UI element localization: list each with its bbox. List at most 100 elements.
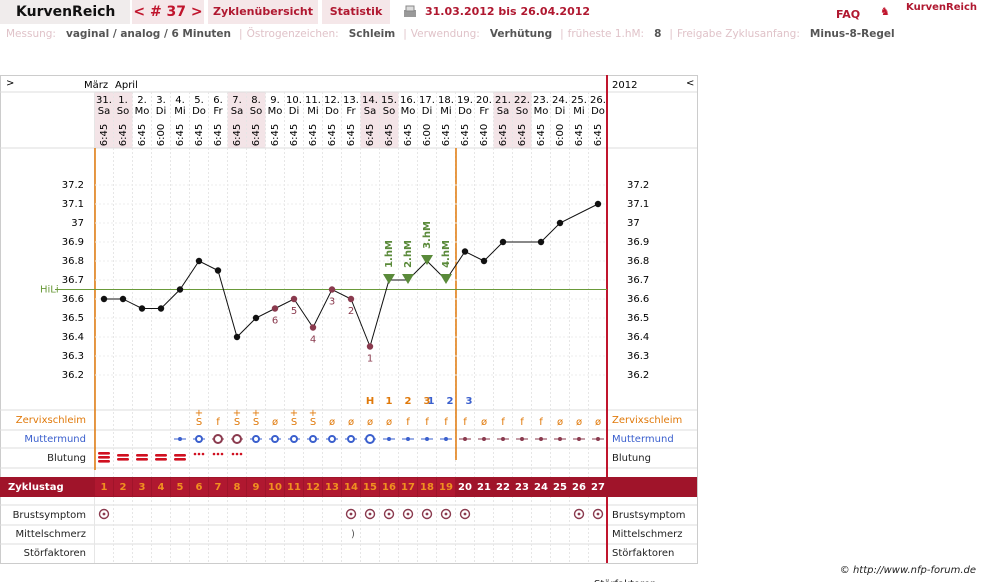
cervix-icon	[387, 437, 391, 441]
breast-icon	[349, 512, 353, 516]
cycle-day: 18	[420, 482, 434, 493]
setting-value: Verhütung	[489, 28, 553, 40]
breast-icon	[402, 508, 414, 520]
cervix-count: 1	[428, 396, 435, 407]
cycle-day-cell	[437, 478, 455, 496]
time: 6:45	[194, 124, 205, 146]
brand[interactable]: KurvenReich	[906, 2, 978, 13]
breast-icon	[98, 508, 110, 520]
weekday: Do	[458, 106, 472, 117]
day: 2.	[137, 95, 147, 106]
print-icon[interactable]	[402, 0, 418, 24]
time: 6:45	[574, 124, 585, 146]
cycle-day: 7	[215, 482, 222, 493]
bleeding-icon	[197, 452, 201, 456]
time: 6:00	[555, 124, 566, 146]
time: 6:45	[441, 124, 452, 146]
mucus-sign: f	[406, 417, 410, 428]
cycle-day-cell	[418, 478, 436, 496]
logo[interactable]: KurvenReich	[0, 0, 130, 24]
nav: >	[6, 78, 14, 89]
mucus-sign: ø	[481, 417, 487, 428]
weekday: Di	[156, 106, 166, 117]
cervix-icon	[520, 437, 524, 441]
weekday: Mo	[401, 106, 416, 117]
month: April	[115, 80, 138, 91]
weekday: Fr	[213, 106, 223, 117]
y-tick-label: 36.8	[62, 256, 84, 267]
row-label: Mittelschmerz	[612, 529, 682, 540]
y-tick-label: 36.6	[627, 294, 649, 305]
bleeding-icon	[117, 454, 129, 457]
cycle-day-cell	[152, 478, 170, 496]
breast-icon	[387, 512, 391, 516]
breast-icon	[406, 512, 410, 516]
y-tick-label: 36.2	[627, 370, 649, 381]
day: 22.	[514, 95, 530, 106]
cycle-day: 17	[401, 482, 415, 493]
cervix-icon	[232, 434, 242, 444]
y-tick-label: 36.4	[62, 332, 84, 343]
time: 6:45	[232, 124, 243, 146]
day: 24.	[552, 95, 568, 106]
bleeding-icon	[193, 452, 197, 456]
mucus-sign: ø	[386, 417, 392, 428]
temperature-point	[461, 248, 469, 255]
faq[interactable]: FAQ	[836, 8, 861, 21]
y-tick-label: 37.1	[62, 199, 84, 210]
day: 8.	[251, 95, 261, 106]
setting-label: Freigabe Zyklusanfang:	[676, 28, 800, 40]
tab[interactable]: Zyklenübersicht	[208, 0, 318, 24]
weekday: Sa	[497, 106, 509, 117]
day: 14.	[362, 95, 378, 106]
cycle-day: 8	[234, 482, 241, 493]
cycle-day: 14	[344, 482, 358, 493]
weekday: Di	[422, 106, 432, 117]
cervix-icon	[425, 437, 429, 441]
breast-icon	[573, 508, 585, 520]
breast-icon	[592, 508, 604, 520]
day: 16.	[400, 95, 416, 106]
day: 26.	[590, 95, 606, 106]
bleeding-icon	[220, 452, 224, 456]
mucus-count: 1	[386, 396, 393, 407]
cervix-icon	[309, 435, 317, 443]
temperature-point	[499, 238, 507, 246]
copyright: © http://www.nfp-forum.de	[840, 565, 976, 576]
weekday: Do	[591, 106, 605, 117]
time: 6:45	[308, 124, 319, 146]
cycle-day: 25	[553, 482, 567, 493]
date-range: 31.03.2012 bis 26.04.2012	[425, 5, 591, 18]
weekday: Do	[192, 106, 206, 117]
temperature-point	[347, 295, 355, 303]
y-tick-label: 36.9	[627, 237, 649, 248]
cycle-day: 27	[591, 482, 605, 493]
row-label: Brustsymptom	[13, 510, 86, 521]
midpain-sign: )	[351, 529, 355, 540]
weekday: Mi	[307, 106, 318, 117]
weekday: Sa	[231, 106, 243, 117]
cycle-day: 9	[253, 482, 260, 493]
month: März	[84, 80, 108, 91]
temperature-point	[480, 257, 488, 265]
cycle-day-cell	[133, 478, 151, 496]
cycle-day-cell	[247, 478, 265, 496]
breast-icon	[421, 508, 433, 520]
hm-marker	[402, 274, 414, 284]
breast-icon	[102, 512, 106, 516]
count-label: 2	[348, 306, 354, 317]
cycle-nav[interactable]: < # 37 >	[132, 0, 204, 24]
y-tick-label: 36.5	[62, 313, 84, 324]
count-label: 1	[367, 354, 373, 365]
breast-icon	[364, 508, 376, 520]
top-bar: KurvenReich < # 37 > Zyklenübersicht Sta…	[0, 0, 981, 24]
cycle-day-cell	[190, 478, 208, 496]
cycle-day: 21	[477, 482, 491, 493]
row-label: Muttermund	[24, 434, 86, 445]
tab[interactable]: Statistik	[322, 0, 390, 24]
weekday: So	[383, 106, 395, 117]
cervix-icon	[252, 435, 260, 443]
cervix-icon	[328, 435, 336, 443]
weekend-shade	[113, 92, 133, 148]
